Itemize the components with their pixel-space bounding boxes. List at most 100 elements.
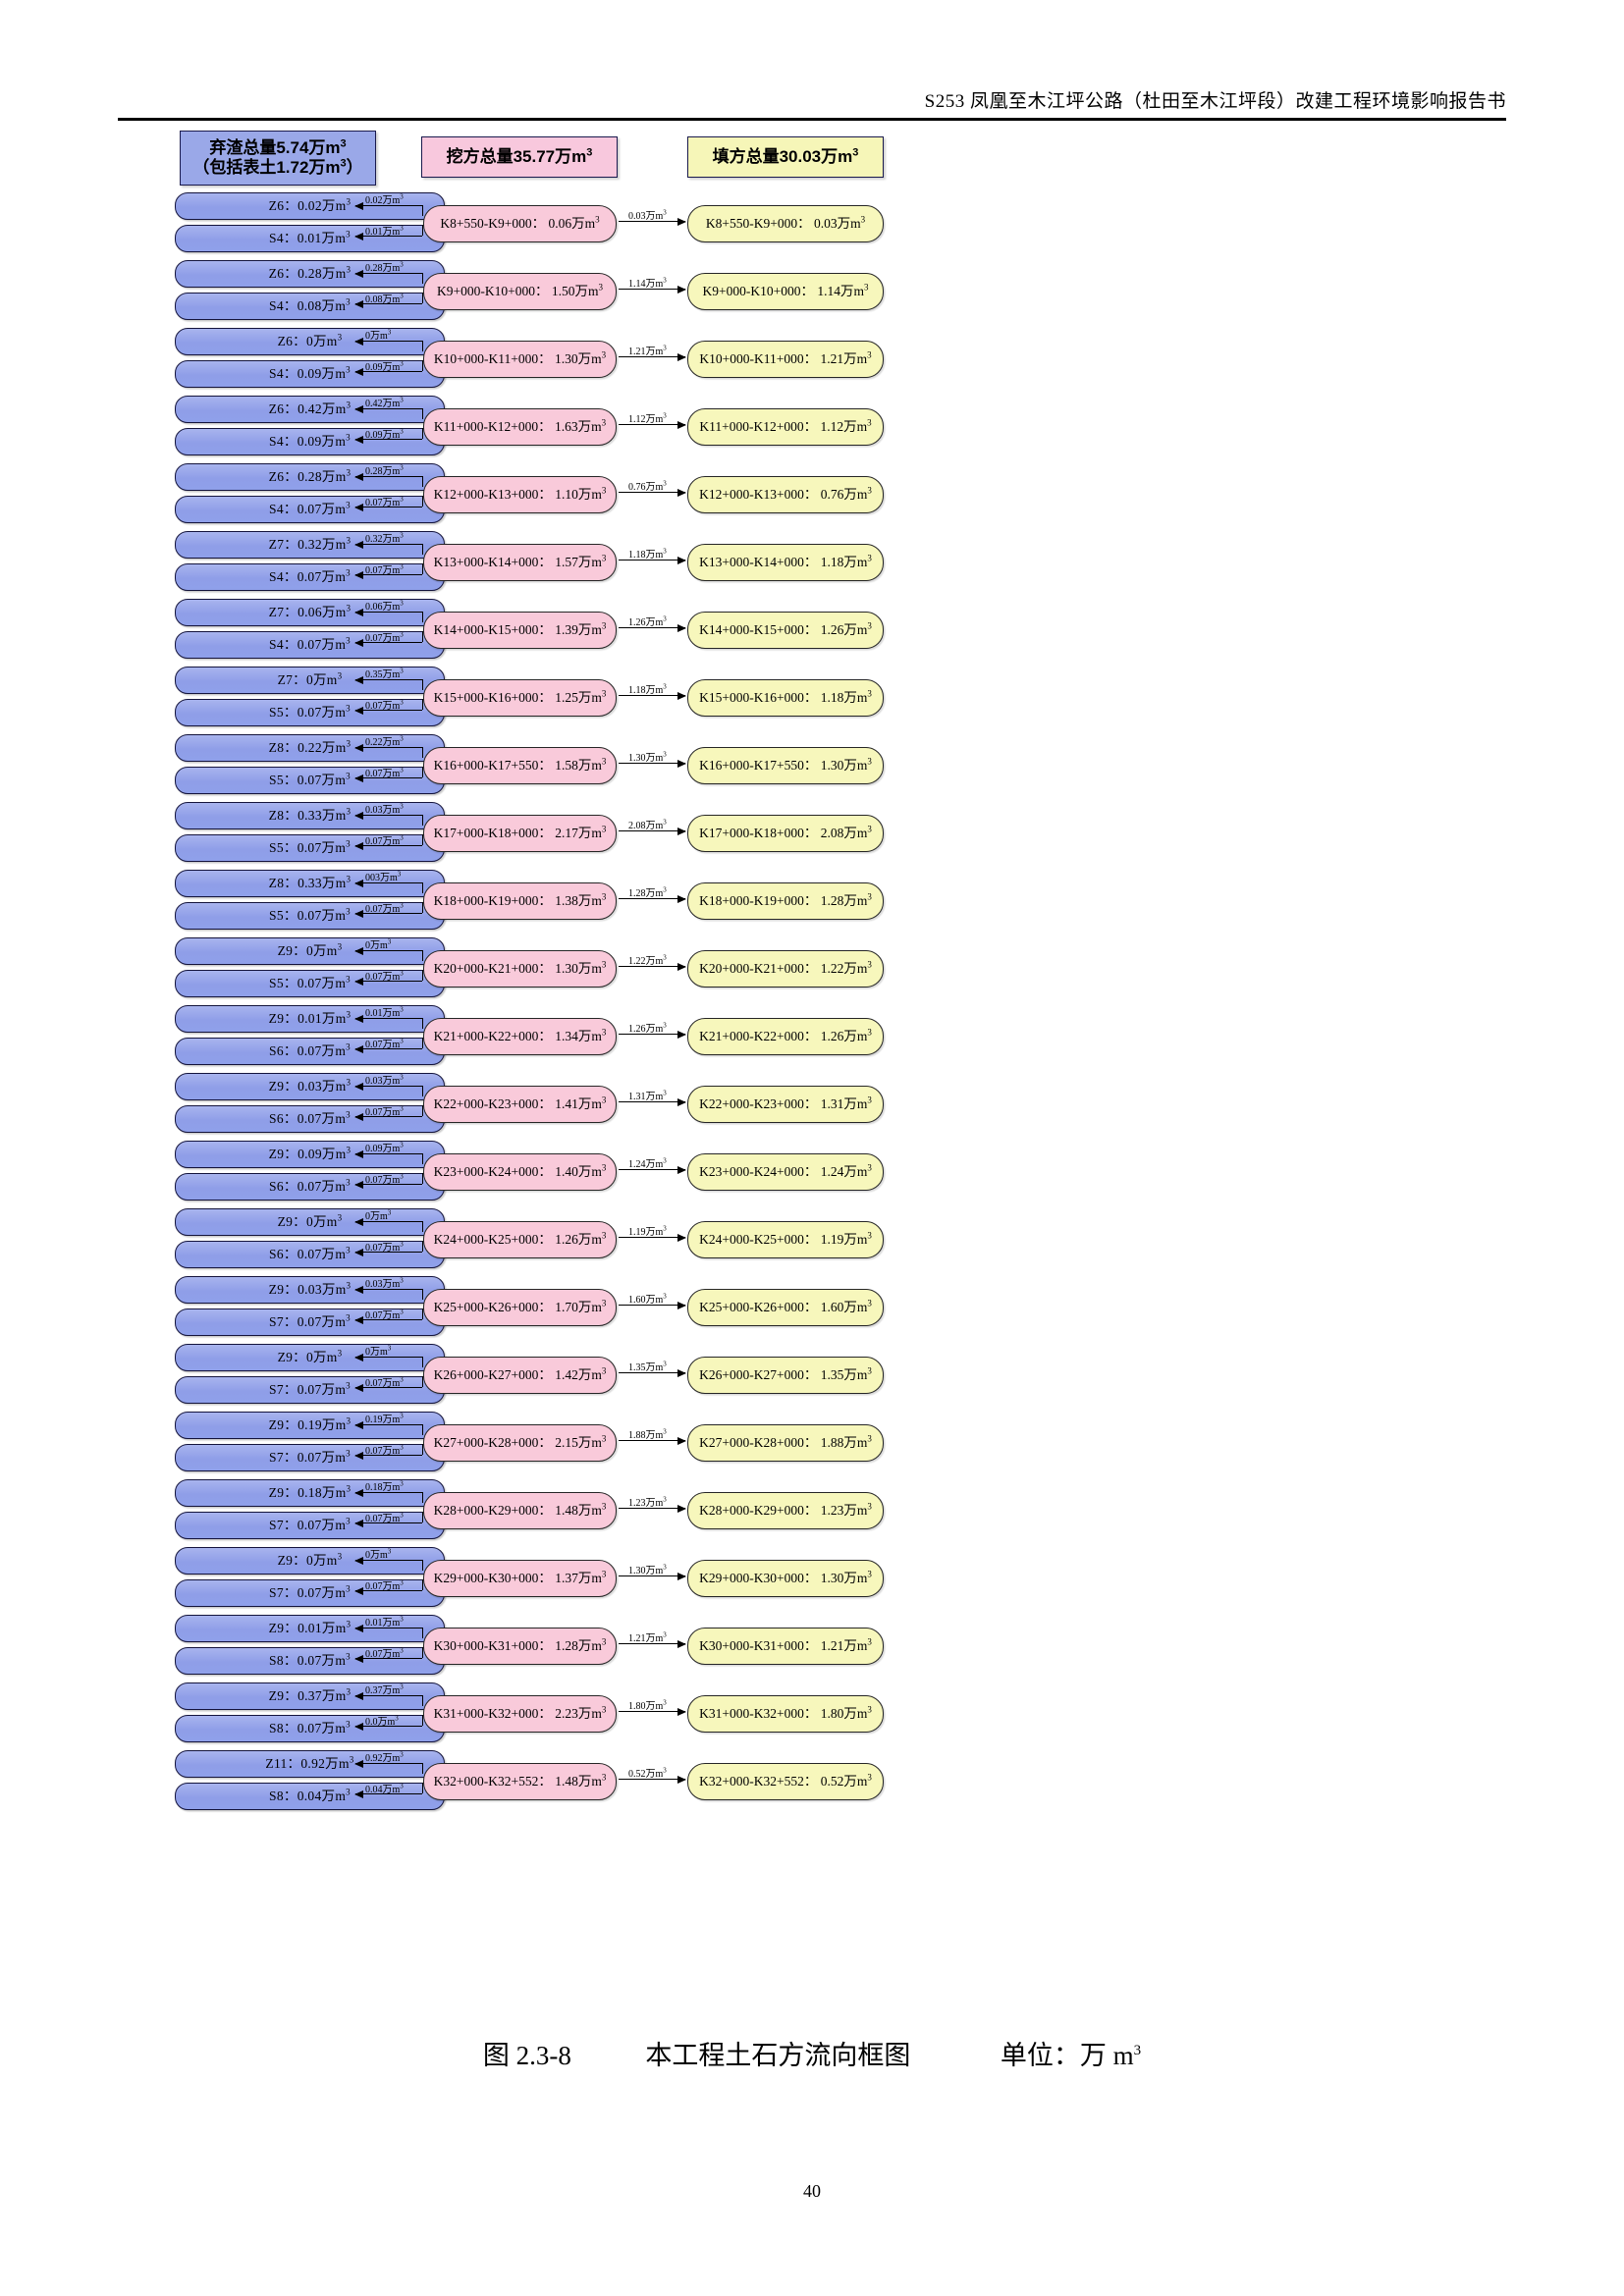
cut-section-wrap: K32+000-K32+552： 1.48万m3 <box>423 1763 617 1800</box>
arrow-cut-to-spoil-top <box>354 540 422 549</box>
cut-section-pill: K14+000-K15+000： 1.39万m3 <box>423 612 617 649</box>
fill-section-pill: K29+000-K30+000： 1.30万m3 <box>687 1560 884 1597</box>
edge-label-fill: 1.12万m3 <box>628 411 667 425</box>
flow-row: Z6：0.28万m3 S4：0.08万m3 0.28万m3 0.08万m3 K9+000… <box>0 260 1624 321</box>
spoil-site-pill-top: Z9：0.09万m3 <box>175 1141 445 1168</box>
cut-section-wrap: K10+000-K11+000： 1.30万m3 <box>423 341 617 378</box>
connector-stub-top <box>422 1424 423 1435</box>
connector-stub-bottom <box>422 1308 423 1319</box>
edge-label-fill: 2.08万m3 <box>628 818 667 831</box>
spoil-site-pill-bottom: S4：0.07万m3 <box>175 631 445 659</box>
fill-section-pill: K18+000-K19+000： 1.28万m3 <box>687 882 884 920</box>
cut-section-pill: K9+000-K10+000： 1.50万m3 <box>423 273 617 310</box>
edge-label-fill: 1.80万m3 <box>628 1698 667 1712</box>
arrow-cut-to-fill <box>619 894 686 903</box>
spoil-pill-pair: Z11：0.92万m3 S8：0.04万m3 <box>175 1750 445 1810</box>
cut-section-pill: K13+000-K14+000： 1.57万m3 <box>423 544 617 581</box>
spoil-site-pill-top: Z9：0.01万m3 <box>175 1615 445 1642</box>
arrow-cut-to-spoil-top <box>354 1149 422 1158</box>
flow-row: Z8：0.33万m3 S5：0.07万m3 003万m3 0.07万m3 K18+000… <box>0 870 1624 931</box>
edge-label-spoil-top: 0万m3 <box>365 328 392 342</box>
edge-label-spoil-bottom: 0.07万m3 <box>365 698 404 712</box>
edge-label-spoil-bottom: 0.07万m3 <box>365 1240 404 1254</box>
spoil-pill-pair: Z6：0万m3 S4：0.09万m3 <box>175 328 445 388</box>
spoil-site-pill-bottom: S4：0.01万m3 <box>175 225 445 252</box>
arrow-cut-to-fill <box>619 556 686 564</box>
arrow-cut-to-fill <box>619 1504 686 1513</box>
figure-number: 图 2.3-8 <box>482 2041 571 2070</box>
flow-row: Z8：0.22万m3 S5：0.07万m3 0.22万m3 0.07万m3 K16+00… <box>0 734 1624 795</box>
spoil-site-pill-bottom: S8：0.07万m3 <box>175 1715 445 1742</box>
flow-row: Z6：0万m3 S4：0.09万m3 0万m3 0.09万m3 K10+000-K11+… <box>0 328 1624 389</box>
flow-row: Z6：0.28万m3 S4：0.07万m3 0.28万m3 0.07万m3 K12+00… <box>0 463 1624 524</box>
spoil-site-pill-top: Z9：0.19万m3 <box>175 1412 445 1439</box>
flow-row: Z7：0万m3 S5：0.07万m3 0.35万m3 0.07万m3 K15+000-K… <box>0 667 1624 727</box>
edge-label-spoil-bottom: 0.0万m3 <box>365 1714 399 1728</box>
cut-section-pill: K27+000-K28+000： 2.15万m3 <box>423 1424 617 1462</box>
arrow-cut-to-spoil-top <box>354 1624 422 1632</box>
connector-stub-bottom <box>422 631 423 642</box>
fill-section-pill: K22+000-K23+000： 1.31万m3 <box>687 1086 884 1123</box>
arrow-cut-to-spoil-top <box>354 1014 422 1023</box>
edge-label-spoil-top: 0万m3 <box>365 1344 392 1358</box>
spoil-pill-pair: Z6：0.28万m3 S4：0.08万m3 <box>175 260 445 320</box>
fill-section-wrap: K29+000-K30+000： 1.30万m3 <box>687 1560 884 1597</box>
connector-stub-top <box>422 1018 423 1029</box>
arrow-cut-to-spoil-bottom <box>354 1586 422 1595</box>
connector-stub-top <box>422 408 423 419</box>
connector-stub-top <box>422 1086 423 1096</box>
cut-section-pill: K23+000-K24+000： 1.40万m3 <box>423 1153 617 1191</box>
edge-label-fill: 1.31万m3 <box>628 1089 667 1102</box>
summary-cut-text: 挖方总量35.77万m3 <box>446 146 593 166</box>
spoil-site-pill-bottom: S5：0.07万m3 <box>175 902 445 930</box>
flow-row: Z7：0.06万m3 S4：0.07万m3 0.06万m3 0.07万m3 K14+00… <box>0 599 1624 660</box>
arrow-cut-to-fill <box>619 488 686 497</box>
edge-label-spoil-top: 0.02万m3 <box>365 192 404 206</box>
cut-section-pill: K21+000-K22+000： 1.34万m3 <box>423 1018 617 1055</box>
figure-caption: 图 2.3-8 本工程土石方流向框图 单位：万 m3 <box>0 2034 1624 2072</box>
arrow-cut-to-spoil-bottom <box>354 1112 422 1121</box>
fill-section-pill: K24+000-K25+000： 1.19万m3 <box>687 1221 884 1258</box>
edge-label-spoil-bottom: 0.07万m3 <box>365 1646 404 1660</box>
fill-section-pill: K11+000-K12+000： 1.12万m3 <box>687 408 884 446</box>
spoil-site-pill-bottom: S4：0.07万m3 <box>175 563 445 591</box>
edge-label-spoil-top: 0万m3 <box>365 937 392 951</box>
arrow-cut-to-spoil-bottom <box>354 232 422 240</box>
arrow-cut-to-spoil-top <box>354 337 422 346</box>
edge-label-fill: 1.23万m3 <box>628 1495 667 1509</box>
spoil-pill-pair: Z9：0万m3 S6：0.07万m3 <box>175 1208 445 1268</box>
spoil-site-pill-top: Z6：0.28万m3 <box>175 463 445 491</box>
connector-stub-top <box>422 1560 423 1571</box>
arrow-cut-to-fill <box>619 420 686 429</box>
connector-stub-top <box>422 1628 423 1638</box>
arrow-cut-to-spoil-bottom <box>354 1722 422 1731</box>
fill-section-wrap: K28+000-K29+000： 1.23万m3 <box>687 1492 884 1529</box>
fill-section-wrap: K27+000-K28+000： 1.88万m3 <box>687 1424 884 1462</box>
spoil-site-pill-bottom: S7：0.07万m3 <box>175 1444 445 1471</box>
cut-section-pill: K16+000-K17+550： 1.58万m3 <box>423 747 617 784</box>
arrow-cut-to-fill <box>619 962 686 971</box>
spoil-site-pill-top: Z7：0.06万m3 <box>175 599 445 626</box>
running-header: S253 凤凰至木江坪公路（杜田至木江坪段）改建工程环境影响报告书 <box>924 91 1506 112</box>
arrow-cut-to-spoil-bottom <box>354 909 422 918</box>
fill-section-pill: K31+000-K32+000： 1.80万m3 <box>687 1695 884 1733</box>
cut-section-wrap: K21+000-K22+000： 1.34万m3 <box>423 1018 617 1055</box>
spoil-site-pill-bottom: S7：0.07万m3 <box>175 1579 445 1607</box>
edge-label-fill: 1.21万m3 <box>628 1630 667 1644</box>
fill-section-pill: K17+000-K18+000： 2.08万m3 <box>687 815 884 852</box>
flow-diagram: Z6：0.02万m3 S4：0.01万m3 0.02万m3 0.01万m3 K8+550… <box>0 192 1624 1818</box>
arrow-cut-to-spoil-top <box>354 1217 422 1226</box>
spoil-site-pill-bottom: S4：0.07万m3 <box>175 496 445 523</box>
connector-stub-top <box>422 341 423 351</box>
flow-row: Z9：0万m3 S7：0.07万m3 0万m3 0.07万m3 K26+000-K27+… <box>0 1344 1624 1405</box>
spoil-pill-pair: Z9：0.19万m3 S7：0.07万m3 <box>175 1412 445 1471</box>
fill-section-wrap: K32+000-K32+552： 0.52万m3 <box>687 1763 884 1800</box>
arrow-cut-to-spoil-top <box>354 1759 422 1768</box>
edge-label-spoil-bottom: 0.07万m3 <box>365 1578 404 1592</box>
spoil-pill-pair: Z9：0.01万m3 S6：0.07万m3 <box>175 1005 445 1065</box>
spoil-site-pill-top: Z6：0.28万m3 <box>175 260 445 288</box>
spoil-site-pill-bottom: S4：0.09万m3 <box>175 360 445 388</box>
fill-section-wrap: K17+000-K18+000： 2.08万m3 <box>687 815 884 852</box>
edge-label-spoil-top: 0.01万m3 <box>365 1005 404 1019</box>
arrow-cut-to-spoil-bottom <box>354 299 422 308</box>
